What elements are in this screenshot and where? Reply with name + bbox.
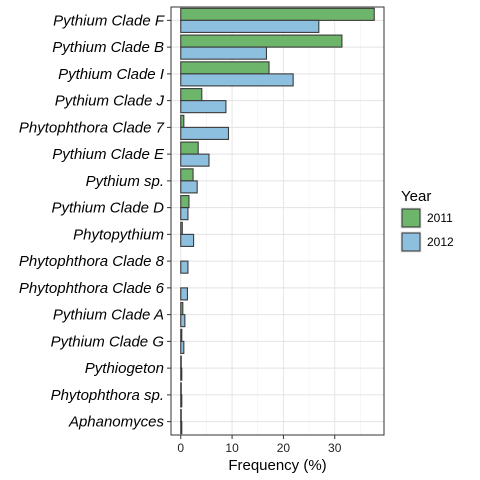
bar-2011-phytopythium bbox=[180, 221, 183, 235]
y-tick-label: Phytophthora Clade 8 bbox=[19, 253, 165, 270]
plot-border bbox=[170, 6, 385, 436]
bar-2012-pythium-clade-d bbox=[180, 207, 189, 221]
x-axis-title: Frequency (%) bbox=[228, 457, 326, 474]
y-tick-label: Pythium sp. bbox=[86, 173, 164, 190]
y-tick-label: Pythium Clade D bbox=[51, 200, 164, 217]
legend: Year 2011 2012 bbox=[400, 188, 454, 253]
y-tick-label: Aphanomyces bbox=[68, 414, 165, 431]
bar-2011-phytophthora-sp bbox=[180, 382, 182, 396]
bar-2011-pythium-clade-i bbox=[180, 61, 270, 75]
y-tick-label: Pythium Clade E bbox=[52, 146, 165, 163]
x-tick-label: 20 bbox=[277, 441, 291, 455]
bars bbox=[180, 7, 375, 435]
legend-swatch-2012 bbox=[401, 232, 421, 252]
bar-2011-pythium-clade-b bbox=[180, 34, 343, 48]
y-tick-label: Phytophthora sp. bbox=[51, 387, 164, 404]
legend-title: Year bbox=[401, 188, 431, 205]
bar-2011-pythium-clade-f bbox=[180, 7, 375, 21]
bar-2011-pythium-clade-g bbox=[180, 328, 183, 342]
x-axis: 0 10 20 30 bbox=[177, 435, 342, 455]
bar-2012-pythium-sp bbox=[180, 180, 198, 194]
bar-2012-pythium-clade-e bbox=[180, 153, 210, 167]
bar-2012-phytophthora-clade-7 bbox=[180, 126, 230, 140]
bar-2011-pythium-clade-d bbox=[180, 195, 190, 209]
y-tick-label: Pythium Clade I bbox=[58, 66, 164, 83]
bar-2012-aphanomyces bbox=[180, 421, 183, 435]
legend-label-2011: 2011 bbox=[427, 211, 453, 225]
legend-swatch-2011 bbox=[401, 208, 421, 228]
bar-2011-phytophthora-clade-7 bbox=[180, 114, 185, 128]
y-tick-label: Phytopythium bbox=[73, 226, 164, 243]
x-tick-label: 10 bbox=[225, 441, 239, 455]
y-axis: Pythium Clade F Pythium Clade B Pythium Cl… bbox=[19, 12, 171, 431]
bar-2011-pythium-sp bbox=[180, 168, 194, 182]
y-tick-label: Pythiogeton bbox=[85, 360, 164, 377]
y-tick-label: Phytophthora Clade 7 bbox=[19, 119, 165, 136]
bar-2012-pythium-clade-i bbox=[180, 73, 294, 87]
y-tick-label: Phytophthora Clade 6 bbox=[19, 280, 165, 297]
bar-2011-pythium-clade-a bbox=[180, 302, 184, 316]
y-tick-label: Pythium Clade F bbox=[53, 12, 165, 29]
bar-2012-phytophthora-clade-6 bbox=[180, 287, 188, 301]
bar-2012-pythium-clade-b bbox=[180, 46, 268, 60]
bar-2012-phytophthora-clade-8 bbox=[180, 260, 189, 274]
bar-2012-pythiogeton bbox=[180, 367, 183, 381]
y-tick-label: Pythium Clade A bbox=[53, 307, 164, 324]
bar-2012-pythium-clade-a bbox=[180, 314, 186, 328]
bar-2011-pythium-clade-e bbox=[180, 141, 199, 155]
bar-2012-phytophthora-sp bbox=[180, 394, 183, 408]
bar-2012-pythium-clade-j bbox=[180, 100, 227, 114]
bar-2012-pythium-clade-g bbox=[180, 340, 185, 354]
y-tick-label: Pythium Clade J bbox=[55, 93, 165, 110]
bar-2012-phytopythium bbox=[180, 233, 195, 247]
x-tick-label: 0 bbox=[177, 441, 184, 455]
bar-2012-pythium-clade-f bbox=[180, 19, 320, 33]
x-tick-label: 30 bbox=[328, 441, 342, 455]
bar-2011-pythiogeton bbox=[180, 355, 182, 369]
y-tick-label: Pythium Clade G bbox=[51, 333, 165, 350]
bar-2011-aphanomyces bbox=[180, 409, 182, 423]
bar-2011-pythium-clade-j bbox=[180, 88, 203, 102]
y-tick-label: Pythium Clade B bbox=[52, 39, 164, 56]
legend-label-2012: 2012 bbox=[427, 235, 454, 249]
